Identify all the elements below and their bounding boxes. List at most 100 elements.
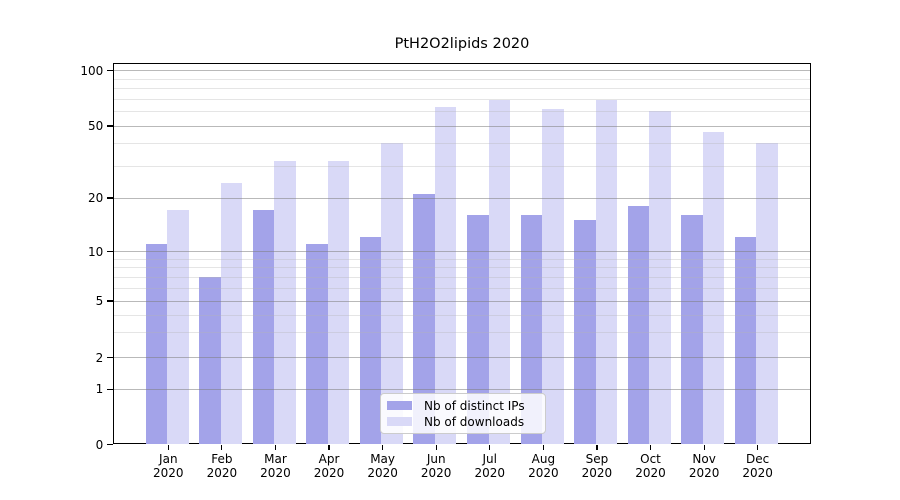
y-tick-label-20: 20: [88, 191, 104, 205]
bar-dec-downloads: [756, 143, 778, 445]
gridline-major-5: [114, 300, 810, 302]
x-tick-month-nov: Nov: [692, 451, 716, 466]
x-tick-label-oct: Oct 2020: [621, 452, 681, 481]
x-tick-year-oct: 2020: [635, 466, 666, 480]
gridline-major-2: [114, 357, 810, 359]
x-tick-dec: [757, 444, 759, 450]
bar-apr-distinct-ips: [306, 244, 328, 445]
gridline-major-20: [114, 197, 810, 199]
gridline-minor-90: [114, 78, 810, 80]
plot-area: [113, 63, 811, 445]
y-tick-label-50: 50: [88, 119, 104, 133]
gridline-minor-80: [114, 88, 810, 90]
bar-jan-downloads: [167, 210, 189, 445]
legend-swatch-distinct-ips: [387, 401, 412, 410]
x-tick-month-oct: Oct: [640, 451, 661, 466]
y-tick-10: [107, 251, 114, 253]
x-tick-label-feb: Feb 2020: [192, 452, 252, 481]
x-tick-month-apr: Apr: [318, 451, 340, 466]
x-tick-label-jul: Jul 2020: [460, 452, 520, 481]
x-tick-year-jan: 2020: [153, 466, 184, 480]
x-tick-label-apr: Apr 2020: [299, 452, 359, 481]
x-tick-year-jun: 2020: [420, 466, 452, 480]
gridline-minor-70: [114, 98, 810, 100]
bar-feb-downloads: [220, 183, 243, 445]
x-tick-year-aug: 2020: [528, 466, 559, 480]
gridline-minor-4: [114, 314, 810, 316]
bar-feb-distinct-ips: [199, 276, 221, 445]
x-tick-may: [382, 444, 384, 450]
legend-item-downloads: Nb of downloads: [387, 414, 545, 430]
x-tick-label-sep: Sep 2020: [567, 452, 627, 481]
x-tick-year-jul: 2020: [474, 466, 506, 480]
x-tick-apr: [328, 444, 330, 450]
gridline-major-100: [114, 70, 810, 72]
gridline-minor-30: [114, 165, 810, 167]
x-tick-jun: [435, 444, 437, 450]
bar-sep-distinct-ips: [574, 220, 596, 445]
bar-jun-distinct-ips: [413, 193, 435, 445]
bar-mar-downloads: [274, 160, 296, 445]
gridline-major-10: [114, 251, 810, 253]
gridline-minor-9: [114, 258, 810, 260]
y-tick-label-100: 100: [80, 63, 104, 78]
bar-dec-distinct-ips: [734, 237, 757, 445]
bar-oct-downloads: [649, 111, 671, 445]
y-tick-label-0: 0: [95, 437, 104, 452]
bar-sep-downloads: [595, 100, 618, 445]
legend-item-distinct-ips: Nb of distinct IPs: [387, 398, 545, 414]
y-tick-50: [107, 125, 114, 127]
x-tick-jan: [167, 444, 169, 450]
x-tick-month-mar: Mar: [264, 451, 287, 466]
gridline-minor-7: [114, 276, 810, 278]
y-tick-1: [107, 388, 114, 390]
bar-aug-downloads: [542, 108, 564, 445]
y-tick-label-5: 5: [95, 294, 104, 308]
bar-may-downloads: [381, 143, 403, 445]
bar-jun-downloads: [434, 107, 457, 445]
x-tick-month-feb: Feb: [211, 451, 233, 466]
x-tick-label-jan: Jan 2020: [138, 452, 198, 481]
x-tick-year-dec: 2020: [742, 466, 773, 480]
bar-may-distinct-ips: [359, 237, 382, 445]
bar-nov-downloads: [702, 132, 725, 445]
legend: Nb of distinct IPs Nb of downloads: [380, 392, 546, 434]
y-tick-2: [107, 357, 114, 359]
x-tick-month-sep: Sep: [585, 451, 609, 466]
x-tick-month-may: May: [370, 451, 396, 466]
bar-mar-distinct-ips: [252, 210, 275, 445]
chart-title: PtH2O2lipids 2020: [394, 36, 530, 52]
x-tick-year-mar: 2020: [260, 466, 291, 480]
x-tick-year-feb: 2020: [206, 466, 238, 480]
y-tick-label-2: 2: [95, 350, 104, 365]
gridline-major-1: [114, 389, 810, 391]
x-tick-label-may: May 2020: [353, 452, 413, 481]
gridline-minor-8: [114, 267, 810, 269]
gridline-minor-3: [114, 332, 810, 334]
y-tick-20: [107, 197, 114, 199]
bar-aug-distinct-ips: [520, 215, 543, 445]
bar-jan-distinct-ips: [145, 244, 168, 445]
legend-label-downloads: Nb of downloads: [424, 414, 525, 429]
bar-nov-distinct-ips: [681, 215, 703, 445]
x-tick-month-jul: Jul: [482, 451, 497, 466]
x-tick-label-dec: Dec 2020: [728, 452, 788, 481]
y-tick-label-10: 10: [88, 244, 104, 259]
bar-apr-downloads: [327, 160, 350, 445]
x-tick-sep: [596, 444, 598, 450]
x-tick-oct: [649, 444, 652, 450]
x-tick-month-aug: Aug: [531, 451, 556, 466]
x-tick-nov: [703, 444, 705, 450]
x-tick-aug: [542, 444, 544, 450]
x-tick-feb: [221, 444, 223, 450]
y-tick-0: [107, 443, 114, 446]
x-tick-label-nov: Nov 2020: [674, 452, 734, 481]
x-tick-mar: [274, 444, 277, 450]
y-tick-5: [107, 300, 114, 302]
x-tick-month-dec: Dec: [746, 451, 770, 466]
x-tick-label-jun: Jun 2020: [406, 452, 466, 481]
x-tick-label-aug: Aug 2020: [513, 452, 573, 481]
x-tick-month-jun: Jun: [426, 451, 446, 466]
x-tick-month-jan: Jan: [159, 451, 178, 466]
